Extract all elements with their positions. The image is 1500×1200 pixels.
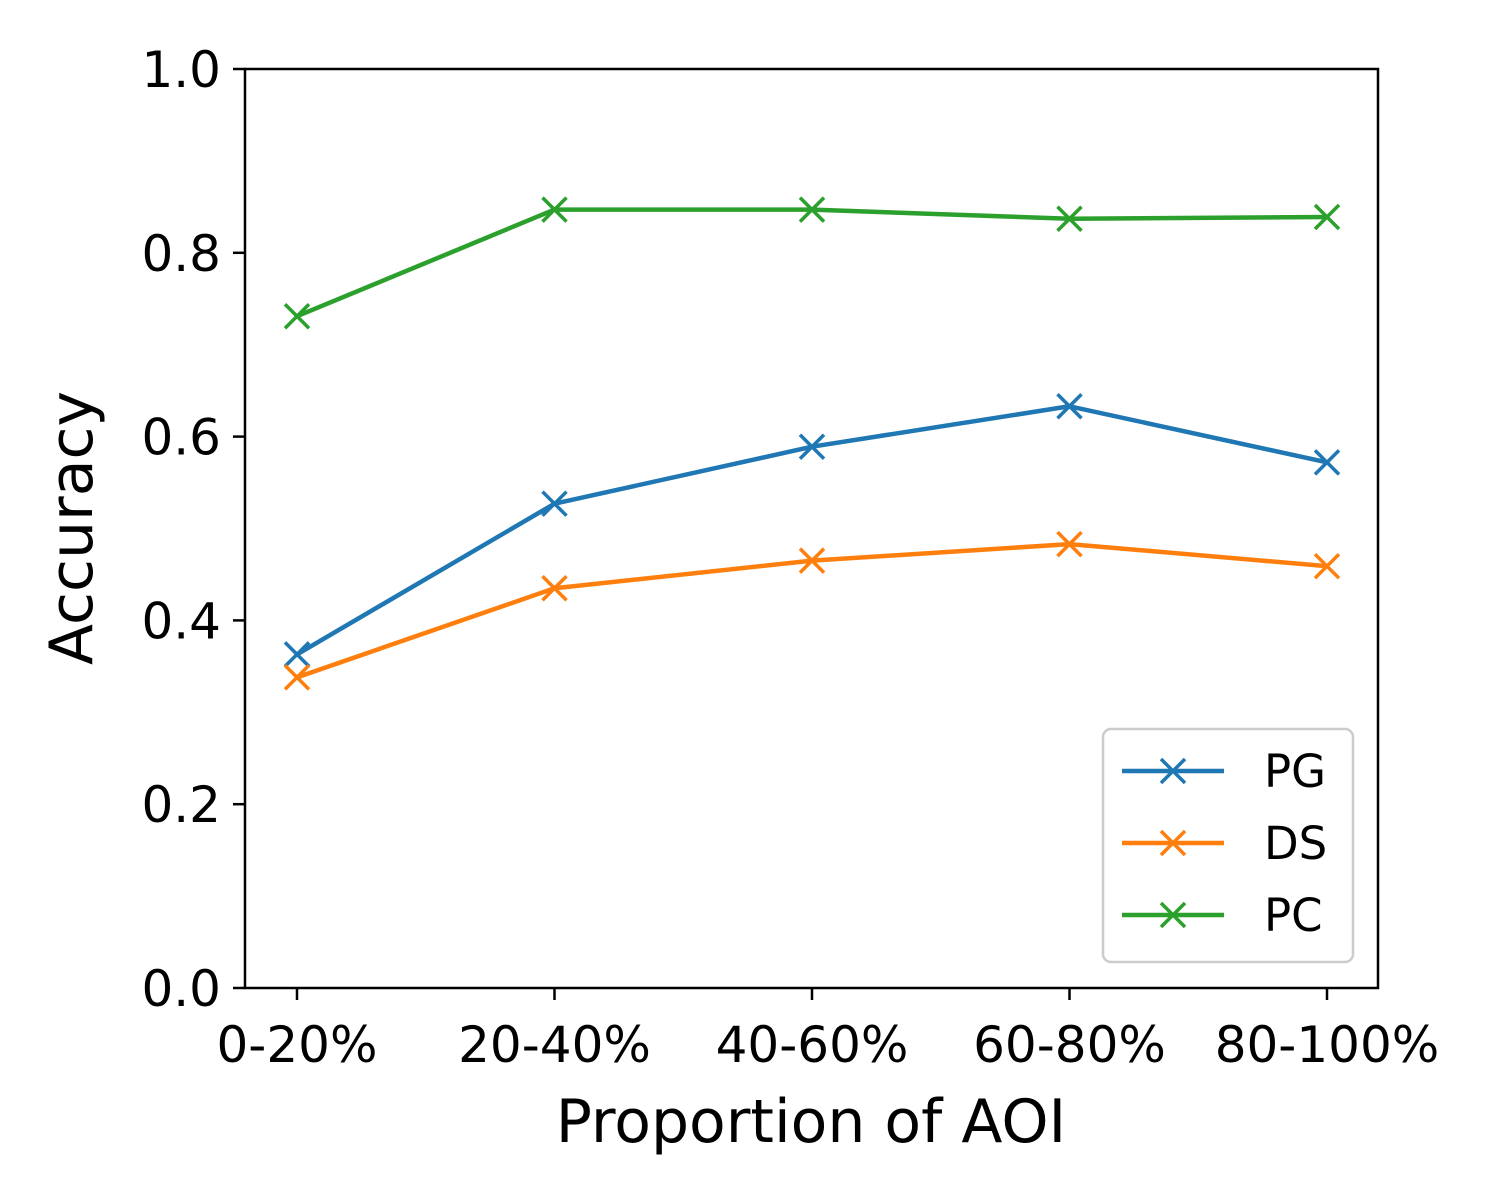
- data-point-pc: [541, 196, 568, 223]
- legend-item-ds: DS: [1122, 817, 1327, 870]
- y-tick-label: 0.8: [141, 225, 221, 283]
- data-point-pg: [541, 490, 568, 517]
- legend-label-pc: PC: [1264, 889, 1323, 942]
- marker-stroke: [541, 574, 568, 602]
- data-point-pc: [283, 302, 311, 330]
- y-axis-title: Accuracy: [37, 391, 107, 665]
- data-point-pg: [283, 641, 311, 668]
- y-tick-label: 0.6: [141, 409, 221, 467]
- legend-label-pg: PG: [1264, 745, 1326, 798]
- x-tick-label: 60-80%: [973, 1016, 1166, 1074]
- marker-stroke: [1159, 829, 1187, 857]
- legend-item-pc: PC: [1122, 889, 1323, 942]
- data-point-ds: [1313, 552, 1341, 580]
- marker-stroke: [798, 196, 826, 223]
- marker-stroke: [1159, 901, 1187, 929]
- x-tick-label: 40-60%: [716, 1016, 909, 1074]
- marker-stroke: [1313, 203, 1341, 231]
- series-layer: [283, 196, 1341, 691]
- series-ds: [283, 530, 1341, 691]
- marker-stroke: [283, 302, 311, 330]
- marker-stroke: [798, 433, 826, 460]
- data-point-pc: [1313, 203, 1341, 231]
- data-point-ds: [541, 574, 568, 602]
- marker-stroke: [541, 196, 568, 223]
- data-point-pg: [1313, 449, 1341, 476]
- marker-stroke: [1056, 530, 1083, 558]
- marker-stroke: [283, 641, 311, 668]
- legend: PG DS PC: [1101, 727, 1355, 964]
- data-point-ds: [1056, 530, 1083, 558]
- data-point-ds: [283, 664, 311, 691]
- marker-stroke: [541, 490, 568, 517]
- y-tick-label: 1.0: [141, 41, 221, 99]
- x-tick-label: 20-40%: [458, 1016, 651, 1074]
- data-point-ds: [798, 547, 826, 574]
- x-tick-label: 80-100%: [1215, 1016, 1440, 1074]
- legend-marker-pg: [1159, 757, 1187, 785]
- y-tick-label: 0.0: [141, 960, 221, 1018]
- legend-frame: [1101, 727, 1355, 964]
- marker-stroke: [283, 664, 311, 691]
- series-pc: [283, 196, 1341, 330]
- marker-stroke: [1056, 393, 1083, 420]
- x-tick-label: 0-20%: [217, 1016, 378, 1074]
- marker-stroke: [1313, 449, 1341, 476]
- y-tick-label: 0.4: [141, 592, 221, 650]
- data-point-pg: [798, 433, 826, 460]
- series-pg: [283, 393, 1341, 668]
- data-point-pg: [1056, 393, 1083, 420]
- x-axis: 0-20% 20-40% 40-60% 60-80% 80-100%: [217, 988, 1440, 1074]
- legend-marker-pc: [1159, 901, 1187, 929]
- legend-item-pg: PG: [1122, 745, 1326, 798]
- marker-stroke: [1159, 757, 1187, 785]
- data-point-pc: [1056, 205, 1083, 233]
- y-axis: 0.0 0.2 0.4 0.6 0.8 1.0: [141, 41, 245, 1018]
- y-tick-label: 0.2: [141, 776, 221, 834]
- marker-stroke: [1056, 205, 1083, 233]
- marker-stroke: [1313, 552, 1341, 580]
- marker-stroke: [798, 547, 826, 574]
- x-axis-title: Proportion of AOI: [556, 1087, 1066, 1157]
- legend-marker-ds: [1159, 829, 1187, 857]
- data-point-pc: [798, 196, 826, 223]
- legend-label-ds: DS: [1264, 817, 1327, 870]
